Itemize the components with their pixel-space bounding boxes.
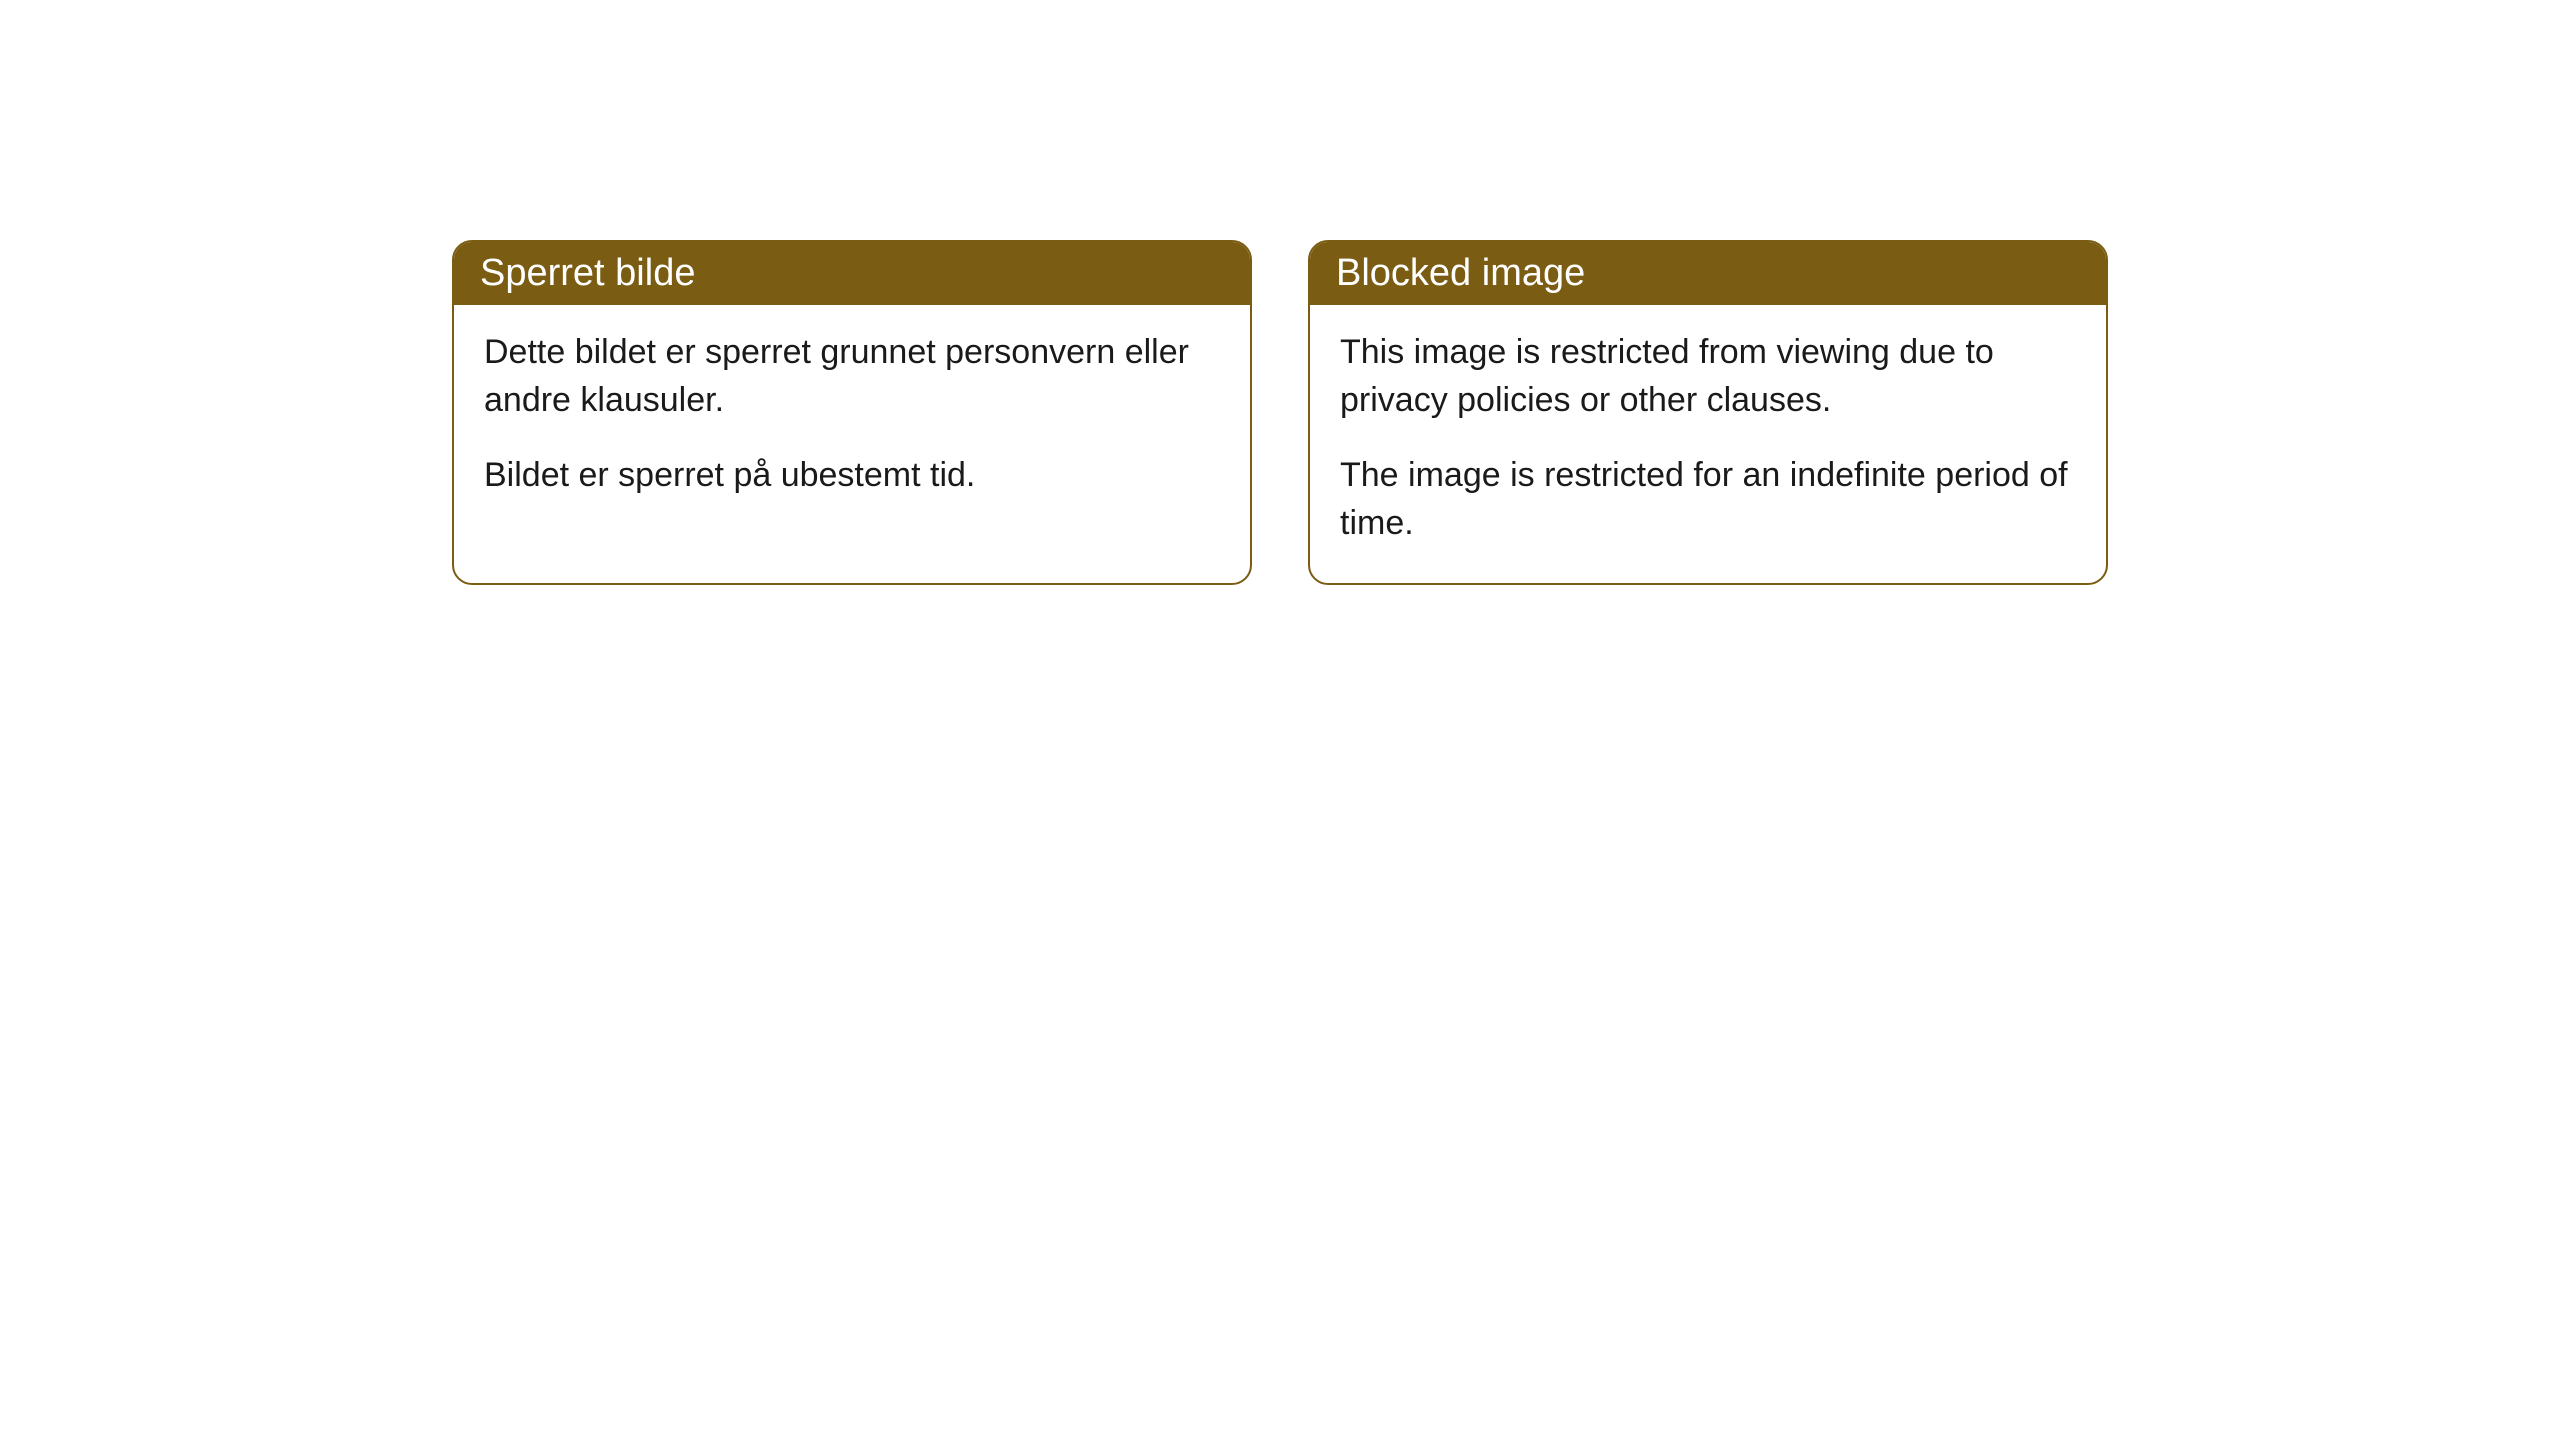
notice-card-norwegian: Sperret bilde Dette bildet er sperret gr… — [452, 240, 1252, 585]
card-paragraph: This image is restricted from viewing du… — [1340, 329, 2076, 424]
notice-cards-container: Sperret bilde Dette bildet er sperret gr… — [452, 240, 2108, 585]
card-paragraph: Dette bildet er sperret grunnet personve… — [484, 329, 1220, 424]
card-title: Blocked image — [1336, 252, 1585, 294]
card-title: Sperret bilde — [480, 252, 695, 294]
card-body: This image is restricted from viewing du… — [1310, 305, 2106, 583]
card-paragraph: Bildet er sperret på ubestemt tid. — [484, 452, 1220, 500]
card-paragraph: The image is restricted for an indefinit… — [1340, 452, 2076, 547]
notice-card-english: Blocked image This image is restricted f… — [1308, 240, 2108, 585]
card-header: Blocked image — [1310, 242, 2106, 305]
card-header: Sperret bilde — [454, 242, 1250, 305]
card-body: Dette bildet er sperret grunnet personve… — [454, 305, 1250, 536]
